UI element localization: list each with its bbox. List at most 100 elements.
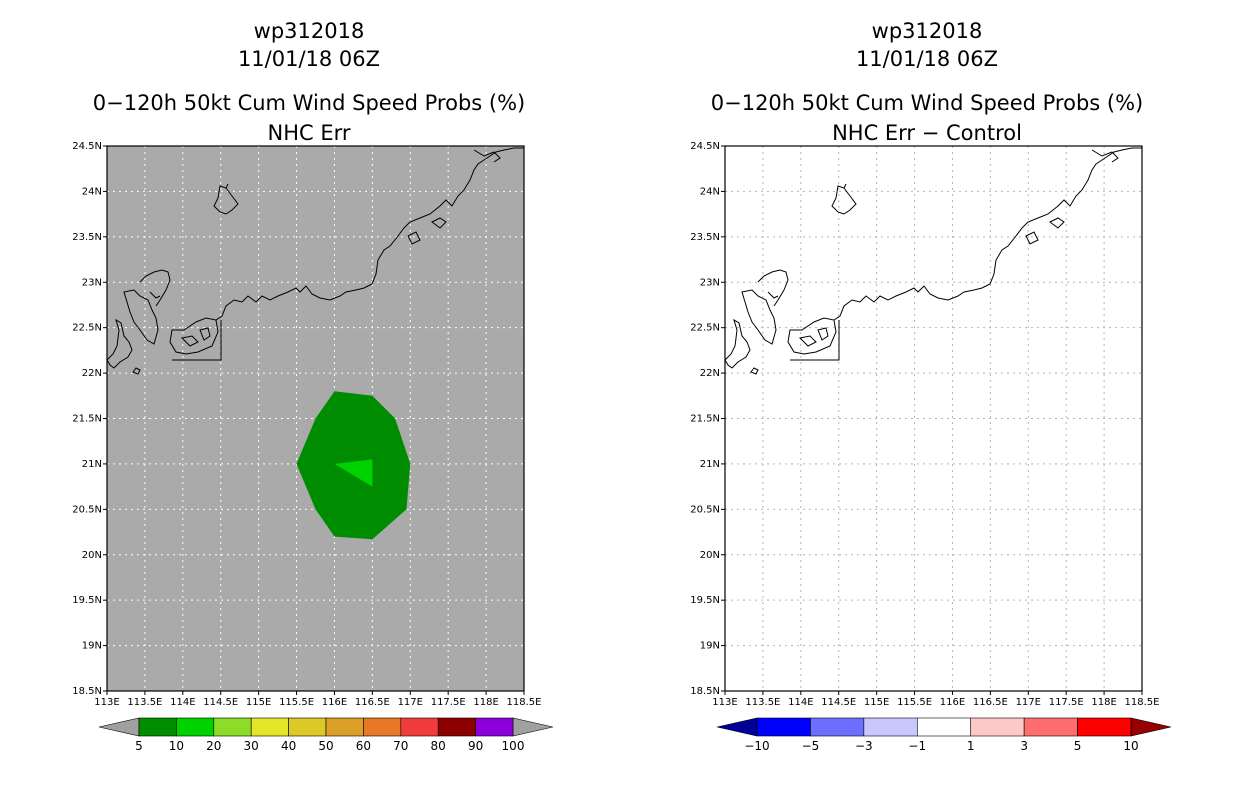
left-lat-label: 22.5N	[72, 323, 102, 334]
right-colorbar-label: 1	[967, 739, 975, 753]
right-lat-label: 23.5N	[690, 232, 720, 243]
left-colorbar-swatch	[475, 717, 514, 737]
left-colorbar-label: 70	[393, 739, 408, 753]
right-lat-label: 20.5N	[690, 504, 720, 515]
right-colorbar-high-triangle	[1130, 717, 1172, 737]
right-axis-ticks: 113E 113.5E 114E 114.5E 115E 115.5E 116E 116.5E…	[690, 141, 1159, 708]
left-colorbar-swatch	[138, 717, 177, 737]
left-lat-label: 24.5N	[72, 141, 102, 152]
left-colorbar-swatch	[213, 717, 252, 737]
right-lat-label: 20N	[700, 550, 720, 561]
left-coastline	[106, 147, 524, 375]
left-lat-label: 20N	[82, 550, 102, 561]
left-storm-id: wp312018	[254, 19, 365, 43]
left-colorbar-swatch	[325, 717, 364, 737]
right-lat-label: 23N	[700, 277, 720, 288]
left-lat-label: 18.5N	[72, 686, 102, 697]
left-subtitle: NHC Err	[267, 121, 350, 145]
right-colorbar-label: 5	[1074, 739, 1082, 753]
right-colorbar: −10 −5 −3 −1 1 3 5 10	[716, 717, 1172, 753]
left-lon-label: 115E	[246, 697, 271, 708]
left-colorbar-label: 80	[431, 739, 446, 753]
right-lat-label: 19N	[700, 641, 720, 652]
left-lon-label: 115.5E	[279, 697, 314, 708]
right-colorbar-label: −1	[908, 739, 926, 753]
left-lon-label: 113.5E	[127, 697, 162, 708]
panel-left: wp312018 11/01/18 06Z 0−120h 50kt Cum Wi…	[72, 19, 554, 753]
left-colorbar-label: 40	[281, 739, 296, 753]
right-colorbar-swatch	[1077, 717, 1132, 737]
left-colorbar-swatch	[288, 717, 327, 737]
left-colorbar-swatch	[250, 717, 289, 737]
left-lon-label: 118E	[473, 697, 498, 708]
left-lat-label: 23.5N	[72, 232, 102, 243]
right-colorbar-label: −3	[855, 739, 873, 753]
left-lon-label: 114E	[170, 697, 195, 708]
left-colorbar-low-triangle	[98, 717, 140, 737]
right-lat-label: 22N	[700, 368, 720, 379]
left-product-title: 0−120h 50kt Cum Wind Speed Probs (%)	[93, 91, 525, 115]
left-lat-label: 21.5N	[72, 414, 102, 425]
right-lon-label: 114.5E	[821, 697, 856, 708]
right-lat-label: 22.5N	[690, 323, 720, 334]
left-colorbar-high-triangle	[512, 717, 554, 737]
left-colorbar-label: 50	[318, 739, 333, 753]
right-lon-label: 113E	[712, 697, 737, 708]
left-colorbar-swatch	[437, 717, 476, 737]
left-colorbar-label: 20	[206, 739, 221, 753]
right-subtitle: NHC Err − Control	[832, 121, 1022, 145]
left-datetime: 11/01/18 06Z	[238, 47, 380, 71]
left-prob-contour-10pct	[334, 459, 373, 487]
right-coastline	[724, 147, 1142, 375]
left-lon-label: 117E	[398, 697, 423, 708]
left-colorbar-label: 100	[502, 739, 525, 753]
right-colorbar-swatch	[810, 717, 865, 737]
left-lat-label: 23N	[82, 277, 102, 288]
left-lat-label: 19N	[82, 641, 102, 652]
right-lon-label: 115E	[864, 697, 889, 708]
left-gridlines	[107, 146, 524, 691]
right-lat-label: 18.5N	[690, 686, 720, 697]
right-colorbar-label: −5	[802, 739, 820, 753]
left-colorbar-label: 5	[135, 739, 143, 753]
left-colorbar-label: 90	[468, 739, 483, 753]
left-lat-label: 19.5N	[72, 595, 102, 606]
right-storm-id: wp312018	[872, 19, 983, 43]
right-colorbar-label: −10	[744, 739, 769, 753]
left-lon-label: 114.5E	[203, 697, 238, 708]
left-colorbar: 5 10 20 30 40 50 60 70 80 90 100	[98, 717, 554, 753]
left-lat-label: 22N	[82, 368, 102, 379]
left-colorbar-label: 10	[169, 739, 184, 753]
right-lon-label: 116.5E	[973, 697, 1008, 708]
right-lon-label: 118E	[1091, 697, 1116, 708]
right-lon-label: 117.5E	[1049, 697, 1084, 708]
right-colorbar-swatch	[756, 717, 811, 737]
right-product-title: 0−120h 50kt Cum Wind Speed Probs (%)	[711, 91, 1143, 115]
left-colorbar-swatch	[363, 717, 402, 737]
left-lat-label: 24N	[82, 186, 102, 197]
left-lon-label: 117.5E	[431, 697, 466, 708]
right-map-background	[725, 146, 1142, 691]
right-colorbar-low-triangle	[716, 717, 758, 737]
panel-right: wp312018 11/01/18 06Z 0−120h 50kt Cum Wi…	[690, 19, 1172, 753]
left-lon-label: 113E	[94, 697, 119, 708]
left-lat-label: 21N	[82, 459, 102, 470]
right-lat-label: 24.5N	[690, 141, 720, 152]
left-colorbar-swatch	[176, 717, 215, 737]
right-lat-label: 21.5N	[690, 414, 720, 425]
right-lon-label: 116E	[940, 697, 965, 708]
right-colorbar-swatch	[863, 717, 918, 737]
right-colorbar-swatch	[970, 717, 1025, 737]
left-lon-label: 116E	[322, 697, 347, 708]
left-lon-label: 118.5E	[507, 697, 542, 708]
right-colorbar-label: 10	[1123, 739, 1138, 753]
right-lat-label: 24N	[700, 186, 720, 197]
right-lat-label: 19.5N	[690, 595, 720, 606]
right-gridlines	[725, 146, 1142, 691]
left-colorbar-swatch	[400, 717, 439, 737]
left-lat-label: 20.5N	[72, 504, 102, 515]
right-lon-label: 115.5E	[897, 697, 932, 708]
left-colorbar-label: 60	[356, 739, 371, 753]
right-lon-label: 113.5E	[745, 697, 780, 708]
